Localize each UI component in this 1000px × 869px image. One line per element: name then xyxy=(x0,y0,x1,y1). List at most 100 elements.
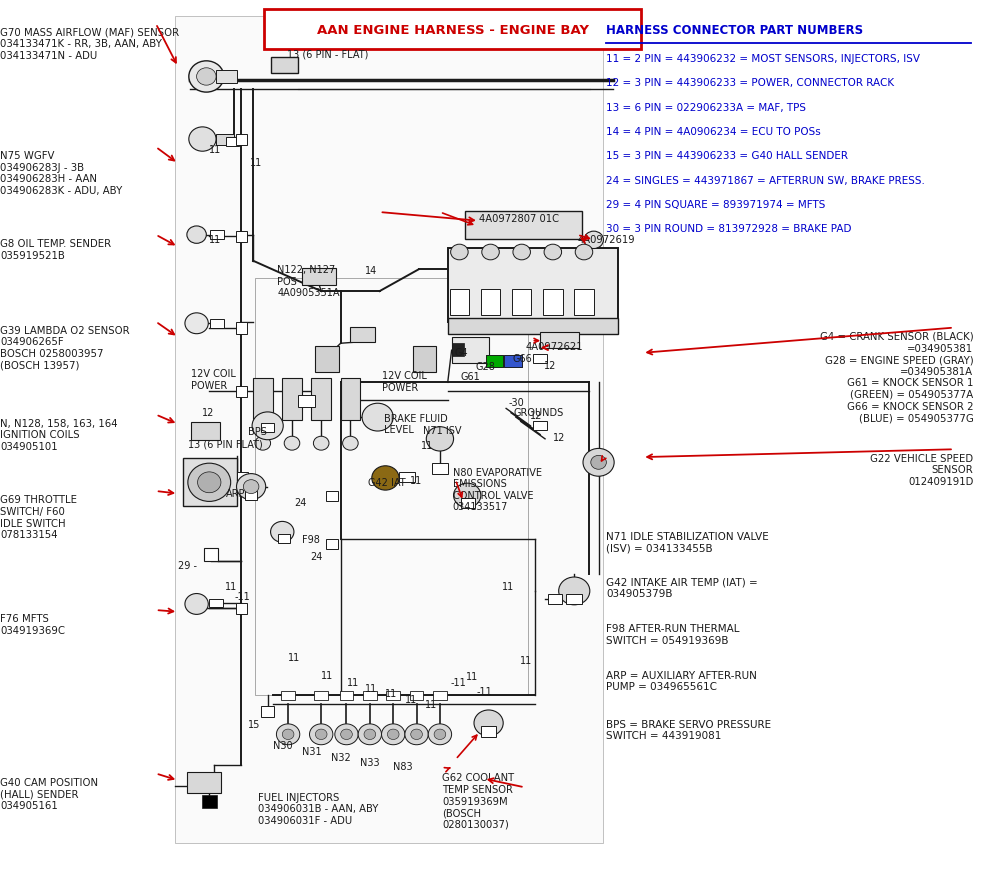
Bar xyxy=(236,134,247,145)
Bar xyxy=(363,691,377,700)
Text: FUEL INJECTORS
034906031B - AAN, ABY
034906031F - ADU: FUEL INJECTORS 034906031B - AAN, ABY 034… xyxy=(258,793,378,826)
Bar xyxy=(350,327,375,342)
Circle shape xyxy=(197,68,216,85)
Text: N32: N32 xyxy=(331,753,351,764)
Circle shape xyxy=(282,729,294,740)
Bar xyxy=(236,231,247,242)
Bar xyxy=(574,289,594,315)
Text: 14 = 4 PIN = 4A0906234 = ECU TO POSs: 14 = 4 PIN = 4A0906234 = ECU TO POSs xyxy=(606,127,821,137)
Circle shape xyxy=(434,729,446,740)
Text: 13 = 6 PIN = 022906233A = MAF, TPS: 13 = 6 PIN = 022906233A = MAF, TPS xyxy=(606,103,806,113)
Bar xyxy=(452,343,464,356)
Text: G40 CAM POSITION
(HALL) SENDER
034905161: G40 CAM POSITION (HALL) SENDER 034905161 xyxy=(0,778,98,811)
Bar xyxy=(245,491,257,500)
Text: N, N128, 158, 163, 164
IGNITION COILS
034905101: N, N128, 158, 163, 164 IGNITION COILS 03… xyxy=(0,419,118,452)
Bar xyxy=(236,603,247,614)
Text: 29 = 4 PIN SQUARE = 893971974 = MFTS: 29 = 4 PIN SQUARE = 893971974 = MFTS xyxy=(606,200,826,210)
Circle shape xyxy=(284,436,300,450)
Circle shape xyxy=(513,244,530,260)
FancyBboxPatch shape xyxy=(264,9,641,49)
Text: 13 (6 PIN FLAT): 13 (6 PIN FLAT) xyxy=(188,440,263,450)
Bar xyxy=(326,539,338,549)
Text: G42 IAT: G42 IAT xyxy=(368,478,406,488)
Circle shape xyxy=(315,729,327,740)
Circle shape xyxy=(428,724,452,745)
Bar xyxy=(450,289,469,315)
Bar xyxy=(448,318,618,334)
Bar xyxy=(278,534,290,543)
Text: N75 WGFV
034906283J - 3B
034906283H - AAN
034906283K - ADU, ABY: N75 WGFV 034906283J - 3B 034906283H - AA… xyxy=(0,151,122,196)
Text: G28: G28 xyxy=(476,362,496,372)
Circle shape xyxy=(189,127,216,151)
Text: 11: 11 xyxy=(346,678,359,688)
Text: 12V COIL
POWER: 12V COIL POWER xyxy=(191,369,236,391)
Circle shape xyxy=(252,412,283,440)
Circle shape xyxy=(583,448,614,476)
Bar xyxy=(410,691,423,700)
Text: 11: 11 xyxy=(466,672,478,682)
Circle shape xyxy=(185,594,208,614)
Text: 11: 11 xyxy=(385,689,398,700)
Circle shape xyxy=(276,724,300,745)
Bar xyxy=(236,386,247,397)
Text: N31: N31 xyxy=(302,747,321,758)
Bar xyxy=(433,691,447,700)
Bar xyxy=(281,691,295,700)
Text: BPS = BRAKE SERVO PRESSURE
SWITCH = 443919081: BPS = BRAKE SERVO PRESSURE SWITCH = 4439… xyxy=(606,720,771,741)
Text: ARP: ARP xyxy=(226,489,245,500)
Bar xyxy=(481,289,500,315)
Text: 13 (6 PIN - FLAT): 13 (6 PIN - FLAT) xyxy=(287,50,368,60)
Bar xyxy=(183,458,237,506)
Circle shape xyxy=(451,244,468,260)
Bar xyxy=(315,346,339,372)
Bar xyxy=(261,423,274,432)
Bar xyxy=(504,355,522,367)
Bar xyxy=(481,726,496,737)
Circle shape xyxy=(189,61,224,92)
Bar xyxy=(311,378,331,420)
Bar xyxy=(413,346,436,372)
Text: 12: 12 xyxy=(553,433,565,443)
Text: BPS: BPS xyxy=(248,427,267,437)
Bar xyxy=(298,395,315,407)
Bar xyxy=(253,378,273,420)
Text: 11: 11 xyxy=(250,158,262,169)
Text: 4A0972807 01C: 4A0972807 01C xyxy=(479,214,559,224)
Text: G61: G61 xyxy=(460,372,480,382)
Bar xyxy=(314,691,328,700)
Text: 11: 11 xyxy=(321,671,333,681)
Text: AAN ENGINE HARNESS - ENGINE BAY: AAN ENGINE HARNESS - ENGINE BAY xyxy=(317,24,589,36)
Text: 11: 11 xyxy=(365,684,377,694)
Text: N71 ISV: N71 ISV xyxy=(423,426,462,436)
Text: 11 = 2 PIN = 443906232 = MOST SENSORS, INJECTORS, ISV: 11 = 2 PIN = 443906232 = MOST SENSORS, I… xyxy=(606,54,920,64)
Circle shape xyxy=(474,710,503,736)
Text: 4A0972621: 4A0972621 xyxy=(526,342,583,352)
Circle shape xyxy=(198,472,221,493)
Circle shape xyxy=(372,466,399,490)
Bar xyxy=(255,278,528,695)
Bar xyxy=(187,772,221,793)
Circle shape xyxy=(364,729,376,740)
Text: 29 -: 29 - xyxy=(178,561,197,571)
Bar xyxy=(204,548,218,561)
Bar xyxy=(210,319,224,328)
Text: GROUNDS: GROUNDS xyxy=(514,408,564,419)
Text: 11: 11 xyxy=(421,441,434,452)
Bar xyxy=(486,355,503,367)
Bar xyxy=(512,289,531,315)
Text: 11: 11 xyxy=(425,700,438,711)
Text: 14: 14 xyxy=(365,266,377,276)
Text: 4A0972619: 4A0972619 xyxy=(577,235,635,246)
Bar xyxy=(302,268,336,285)
Bar xyxy=(461,498,475,508)
Text: N33: N33 xyxy=(360,758,380,768)
Text: N122, N127
POS
4A0905351A: N122, N127 POS 4A0905351A xyxy=(277,265,340,298)
Bar xyxy=(226,137,239,146)
Text: 11: 11 xyxy=(288,653,300,663)
Bar xyxy=(340,691,353,700)
Text: G69 THROTTLE
SWITCH/ F60
IDLE SWITCH
078133154: G69 THROTTLE SWITCH/ F60 IDLE SWITCH 078… xyxy=(0,495,77,541)
Circle shape xyxy=(187,226,206,243)
Text: N30: N30 xyxy=(273,741,292,752)
Bar xyxy=(432,463,448,474)
Text: 24 = SINGLES = 443971867 = AFTERRUN SW, BRAKE PRESS.: 24 = SINGLES = 443971867 = AFTERRUN SW, … xyxy=(606,176,925,186)
